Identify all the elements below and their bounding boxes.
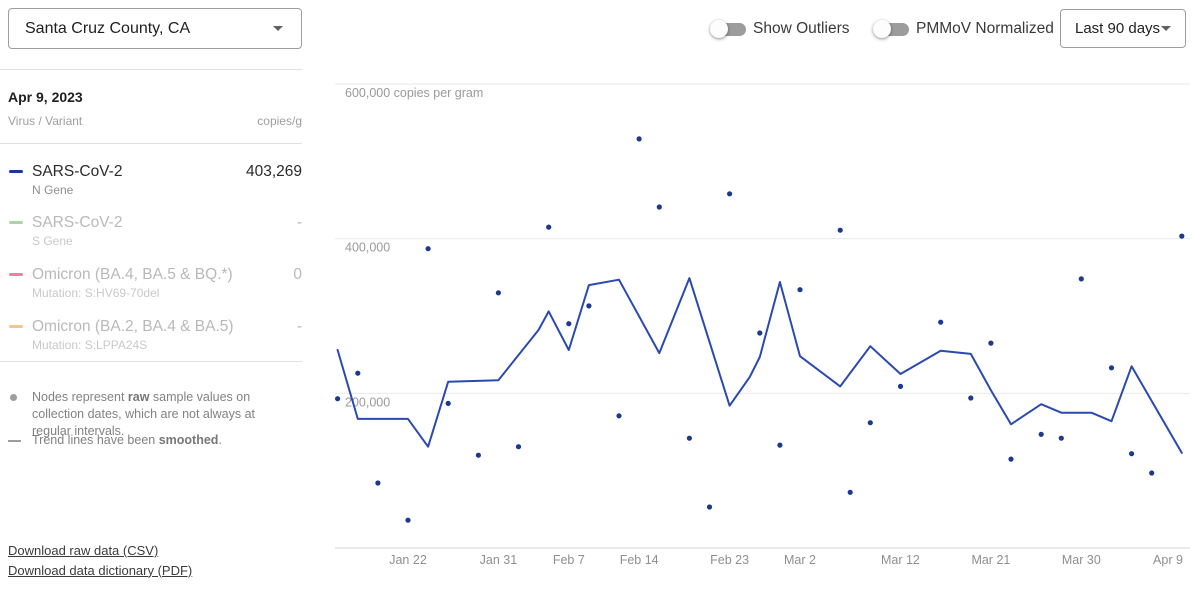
series-item-omicron-ba2-ba4-ba5[interactable]: Omicron (BA.2, BA.4 & BA.5) Mutation: S:… <box>0 318 302 360</box>
raw-sample-point[interactable] <box>867 420 873 426</box>
raw-sample-point[interactable] <box>1008 456 1014 462</box>
raw-sample-point[interactable] <box>405 517 411 523</box>
x-axis-label: Mar 21 <box>971 553 1010 567</box>
raw-sample-point[interactable] <box>375 480 381 486</box>
show-outliers-toggle[interactable] <box>710 18 748 40</box>
x-axis-label: Apr 9 <box>1153 553 1183 567</box>
raw-sample-point[interactable] <box>757 330 763 336</box>
x-axis-label: Mar 2 <box>784 553 816 567</box>
node-legend-icon <box>10 394 17 401</box>
chevron-down-icon <box>273 26 283 31</box>
column-header-copies-per-g: copies/g <box>257 114 302 128</box>
note-raw-samples: Nodes represent raw sample values on col… <box>0 389 296 440</box>
raw-sample-point[interactable] <box>636 136 642 142</box>
series-color-marker <box>9 170 23 173</box>
raw-sample-point[interactable] <box>1108 365 1115 371</box>
raw-sample-point[interactable] <box>797 287 803 293</box>
download-links: Download raw data (CSV) Download data di… <box>8 541 192 580</box>
divider <box>0 69 302 70</box>
note-trend-smoothed: Trend lines have been smoothed. <box>0 432 296 449</box>
location-selector-value: Santa Cruz County, CA <box>25 19 191 37</box>
raw-sample-point[interactable] <box>656 204 662 210</box>
raw-sample-point[interactable] <box>686 435 693 441</box>
trend-line <box>336 277 1183 454</box>
sidebar: Apr 9, 2023 Virus / Variant copies/g SAR… <box>0 0 302 615</box>
raw-sample-point[interactable] <box>1129 451 1135 457</box>
raw-sample-point[interactable] <box>847 489 853 495</box>
y-axis-label: 200,000 <box>345 395 390 409</box>
raw-sample-point[interactable] <box>355 370 361 376</box>
location-selector[interactable]: Santa Cruz County, CA <box>8 8 302 49</box>
series-subtitle: Mutation: S:LPPA24S <box>32 338 148 352</box>
raw-sample-point[interactable] <box>566 321 572 327</box>
raw-sample-point[interactable] <box>445 400 451 406</box>
raw-sample-point[interactable] <box>968 395 974 401</box>
raw-sample-point[interactable] <box>475 452 481 458</box>
raw-sample-point[interactable] <box>616 413 622 419</box>
raw-sample-point[interactable] <box>897 383 904 389</box>
raw-sample-point[interactable] <box>777 442 783 448</box>
date-range-selector[interactable]: Last 90 days <box>1060 9 1186 48</box>
raw-sample-point[interactable] <box>495 290 501 296</box>
column-header-virus-variant: Virus / Variant <box>8 114 83 128</box>
selected-date: Apr 9, 2023 <box>8 89 83 105</box>
y-axis-label: 400,000 <box>345 241 390 255</box>
show-outliers-label: Show Outliers <box>753 20 850 37</box>
raw-sample-point[interactable] <box>515 444 522 450</box>
series-color-marker <box>9 325 23 328</box>
raw-sample-point[interactable] <box>837 227 843 233</box>
series-item-omicron-ba4-ba5-bq[interactable]: Omicron (BA.4, BA.5 & BQ.*) Mutation: S:… <box>0 266 302 308</box>
series-color-marker <box>9 221 23 224</box>
raw-sample-point[interactable] <box>335 396 341 402</box>
raw-sample-point[interactable] <box>1179 233 1185 239</box>
raw-sample-point[interactable] <box>988 340 994 346</box>
raw-sample-point[interactable] <box>1058 435 1064 441</box>
raw-sample-point[interactable] <box>727 191 733 197</box>
y-axis-label: 600,000 copies per gram <box>345 86 483 100</box>
series-color-marker <box>9 273 23 276</box>
toggle-knob <box>873 20 891 38</box>
pmmov-normalized-label: PMMoV Normalized <box>916 20 1054 37</box>
raw-sample-point[interactable] <box>586 303 592 309</box>
series-value: - <box>296 318 302 335</box>
date-range-value: Last 90 days <box>1075 20 1161 37</box>
x-axis-label: Jan 22 <box>389 553 427 567</box>
divider <box>0 143 302 144</box>
x-axis-label: Feb 7 <box>553 553 585 567</box>
x-axis-label: Feb 23 <box>710 553 749 567</box>
series-name: SARS-CoV-2 <box>32 163 123 180</box>
series-name: Omicron (BA.4, BA.5 & BQ.*) <box>32 266 233 283</box>
series-value: - <box>296 214 302 231</box>
raw-sample-point[interactable] <box>938 319 944 325</box>
raw-sample-point[interactable] <box>1078 276 1084 282</box>
raw-sample-point[interactable] <box>425 246 431 252</box>
series-subtitle: N Gene <box>32 183 74 197</box>
series-value: 0 <box>293 266 302 283</box>
raw-sample-point[interactable] <box>706 504 713 510</box>
series-name: SARS-CoV-2 <box>32 214 123 231</box>
raw-sample-point[interactable] <box>546 224 552 230</box>
series-item-sars-cov-2-n-gene[interactable]: SARS-CoV-2 N Gene 403,269 <box>0 163 302 205</box>
raw-sample-point[interactable] <box>1038 431 1044 437</box>
trend-legend-icon <box>8 440 21 442</box>
chevron-down-icon <box>1161 26 1171 31</box>
download-data-dictionary-pdf-link[interactable]: Download data dictionary (PDF) <box>8 562 193 578</box>
x-axis-label: Feb 14 <box>620 553 659 567</box>
x-axis-label: Mar 12 <box>881 553 920 567</box>
series-subtitle: Mutation: S:HV69-70del <box>32 286 160 300</box>
series-subtitle: S Gene <box>32 234 73 248</box>
x-axis-label: Mar 30 <box>1062 553 1101 567</box>
pmmov-normalized-toggle[interactable] <box>873 18 911 40</box>
x-axis-label: Jan 31 <box>480 553 518 567</box>
download-raw-data-csv-link[interactable]: Download raw data (CSV) <box>8 543 159 558</box>
series-value: 403,269 <box>245 163 302 180</box>
divider <box>0 361 302 362</box>
series-name: Omicron (BA.2, BA.4 & BA.5) <box>32 318 234 335</box>
raw-sample-point[interactable] <box>1149 470 1155 476</box>
series-item-sars-cov-2-s-gene[interactable]: SARS-CoV-2 S Gene - <box>0 214 302 256</box>
toggle-knob <box>710 20 728 38</box>
